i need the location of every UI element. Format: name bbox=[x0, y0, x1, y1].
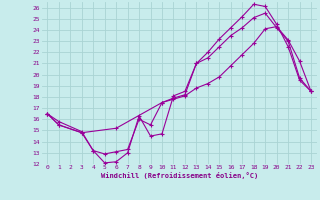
X-axis label: Windchill (Refroidissement éolien,°C): Windchill (Refroidissement éolien,°C) bbox=[100, 172, 258, 179]
